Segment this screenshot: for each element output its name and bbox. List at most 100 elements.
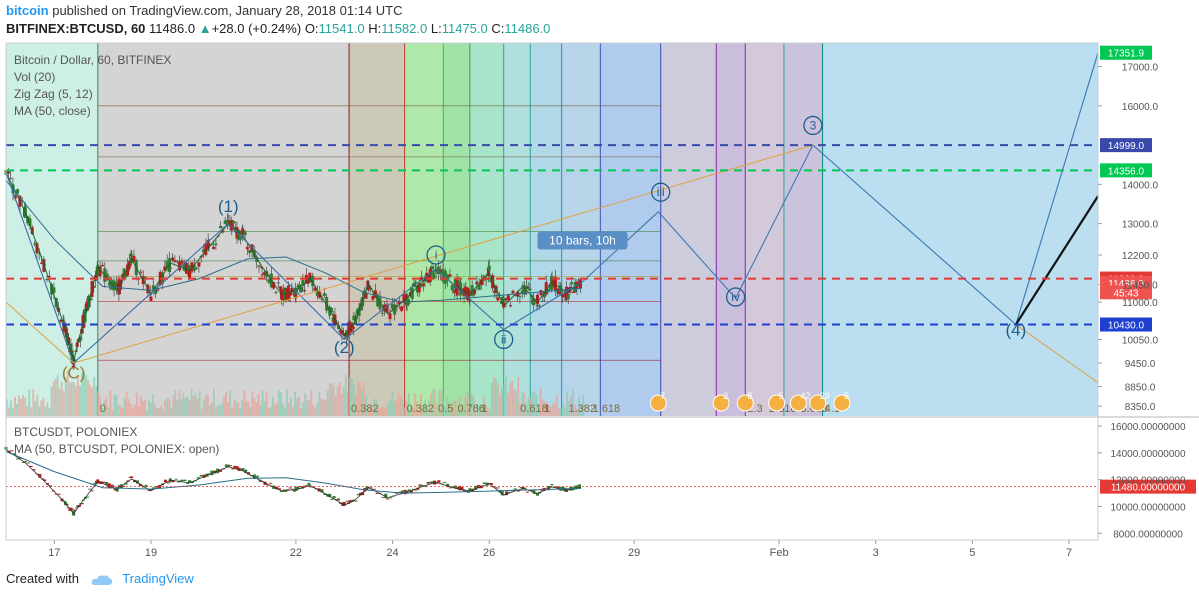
volume-bar — [158, 408, 161, 416]
fib-label: 1.618 — [593, 403, 621, 415]
sub-candle — [443, 481, 447, 483]
candle-body — [564, 286, 568, 300]
time-zone — [404, 43, 444, 416]
sub-candle — [73, 509, 77, 511]
volume-bar — [26, 406, 29, 416]
volume-bar — [294, 391, 296, 416]
volume-bar — [247, 401, 250, 416]
wave-label: (C) — [62, 364, 86, 383]
volume-bar — [174, 390, 177, 416]
sub-candle — [356, 494, 360, 496]
chart-area[interactable]: 17351.914999.014356.011600.011486.045:43… — [0, 40, 1199, 568]
volume-bar — [28, 389, 31, 416]
volume-bar — [332, 385, 335, 416]
candle-body — [47, 275, 51, 277]
sub-candle — [550, 484, 554, 486]
sub-candle — [266, 484, 270, 486]
volume-bar — [336, 385, 339, 416]
candle-body — [192, 264, 196, 271]
candle-body — [92, 286, 96, 288]
price-series — [4, 52, 1099, 384]
time-zone — [600, 43, 661, 416]
candle-body — [354, 317, 358, 325]
volume-bar — [346, 392, 349, 416]
candle-body — [69, 343, 73, 352]
volume-bar — [505, 376, 508, 416]
volume-bar — [168, 398, 171, 416]
volume-bar — [89, 384, 92, 416]
candle-body — [364, 292, 368, 299]
sub-candle — [275, 486, 279, 490]
author-link[interactable]: bitcoin — [6, 3, 49, 18]
volume-bar — [131, 408, 134, 416]
volume-bar — [557, 408, 560, 416]
volume-bar — [105, 397, 108, 416]
candle-body — [45, 279, 49, 281]
candle-body — [322, 293, 326, 296]
wave-circle-label: 3 — [810, 118, 817, 132]
volume-bar — [139, 396, 142, 416]
candle-body — [267, 279, 271, 284]
volume-bar — [223, 396, 225, 416]
candle-body — [352, 327, 356, 329]
volume-bar — [259, 404, 262, 416]
candle-body — [492, 290, 496, 293]
event-flag-icon — [789, 394, 807, 412]
volume-bar — [391, 390, 394, 416]
candle-body — [248, 249, 252, 254]
price-tick-label: 8850.0 — [1125, 383, 1156, 394]
candle-body — [511, 290, 515, 294]
sub-candle — [567, 488, 571, 490]
volume-bar — [551, 403, 554, 416]
event-flag-icon — [809, 394, 827, 412]
sub-candle — [191, 481, 195, 484]
wave-circle-label: i — [435, 248, 438, 262]
volume-bar — [493, 377, 495, 416]
sub-candle — [147, 490, 151, 492]
sub-candle — [38, 473, 42, 478]
candle-body — [9, 178, 13, 180]
candle-body — [107, 282, 111, 286]
candle-body — [414, 281, 418, 283]
price-badge — [1100, 45, 1152, 60]
candle-body — [61, 319, 65, 322]
candle-body — [13, 195, 17, 199]
price-badge-label: 45:43 — [1113, 288, 1138, 299]
candle-body — [544, 282, 548, 294]
volume-bar — [519, 403, 522, 416]
tradingview-link[interactable]: TradingView — [122, 571, 194, 586]
volume-bar — [543, 401, 546, 416]
volume-bar — [507, 392, 510, 416]
event-count: 8 — [747, 391, 752, 401]
sub-candle — [345, 500, 349, 502]
candle-body — [336, 324, 340, 329]
volume-bar — [383, 407, 386, 416]
volume-bar — [468, 407, 471, 416]
volume-bar — [350, 377, 353, 416]
event-count: 5 — [779, 391, 784, 401]
sub-candle — [298, 485, 302, 487]
volume-bar — [46, 402, 49, 416]
price-tick-label: 13000.0 — [1122, 220, 1159, 231]
candle-body — [417, 283, 421, 293]
candle-body — [190, 262, 194, 272]
publish-info: published on TradingView.com, January 28… — [48, 3, 403, 18]
candle-body — [385, 305, 389, 313]
sub-candle — [482, 482, 486, 484]
sub-candle — [323, 493, 327, 496]
sub-candle — [361, 492, 365, 496]
volume-bar — [50, 386, 53, 416]
candle-body — [566, 294, 570, 300]
volume-bar — [265, 392, 268, 416]
candle-body — [276, 282, 280, 284]
candle-body — [180, 260, 184, 264]
volume-bar — [156, 408, 158, 416]
fib-time-bands — [6, 43, 1098, 416]
volume-bar — [509, 383, 512, 416]
volume-bar — [290, 397, 292, 416]
candle-body — [80, 329, 84, 334]
candle-body — [245, 246, 249, 250]
sub-candle — [358, 492, 362, 496]
volume-bar — [200, 408, 203, 416]
volume-bar — [419, 394, 422, 416]
